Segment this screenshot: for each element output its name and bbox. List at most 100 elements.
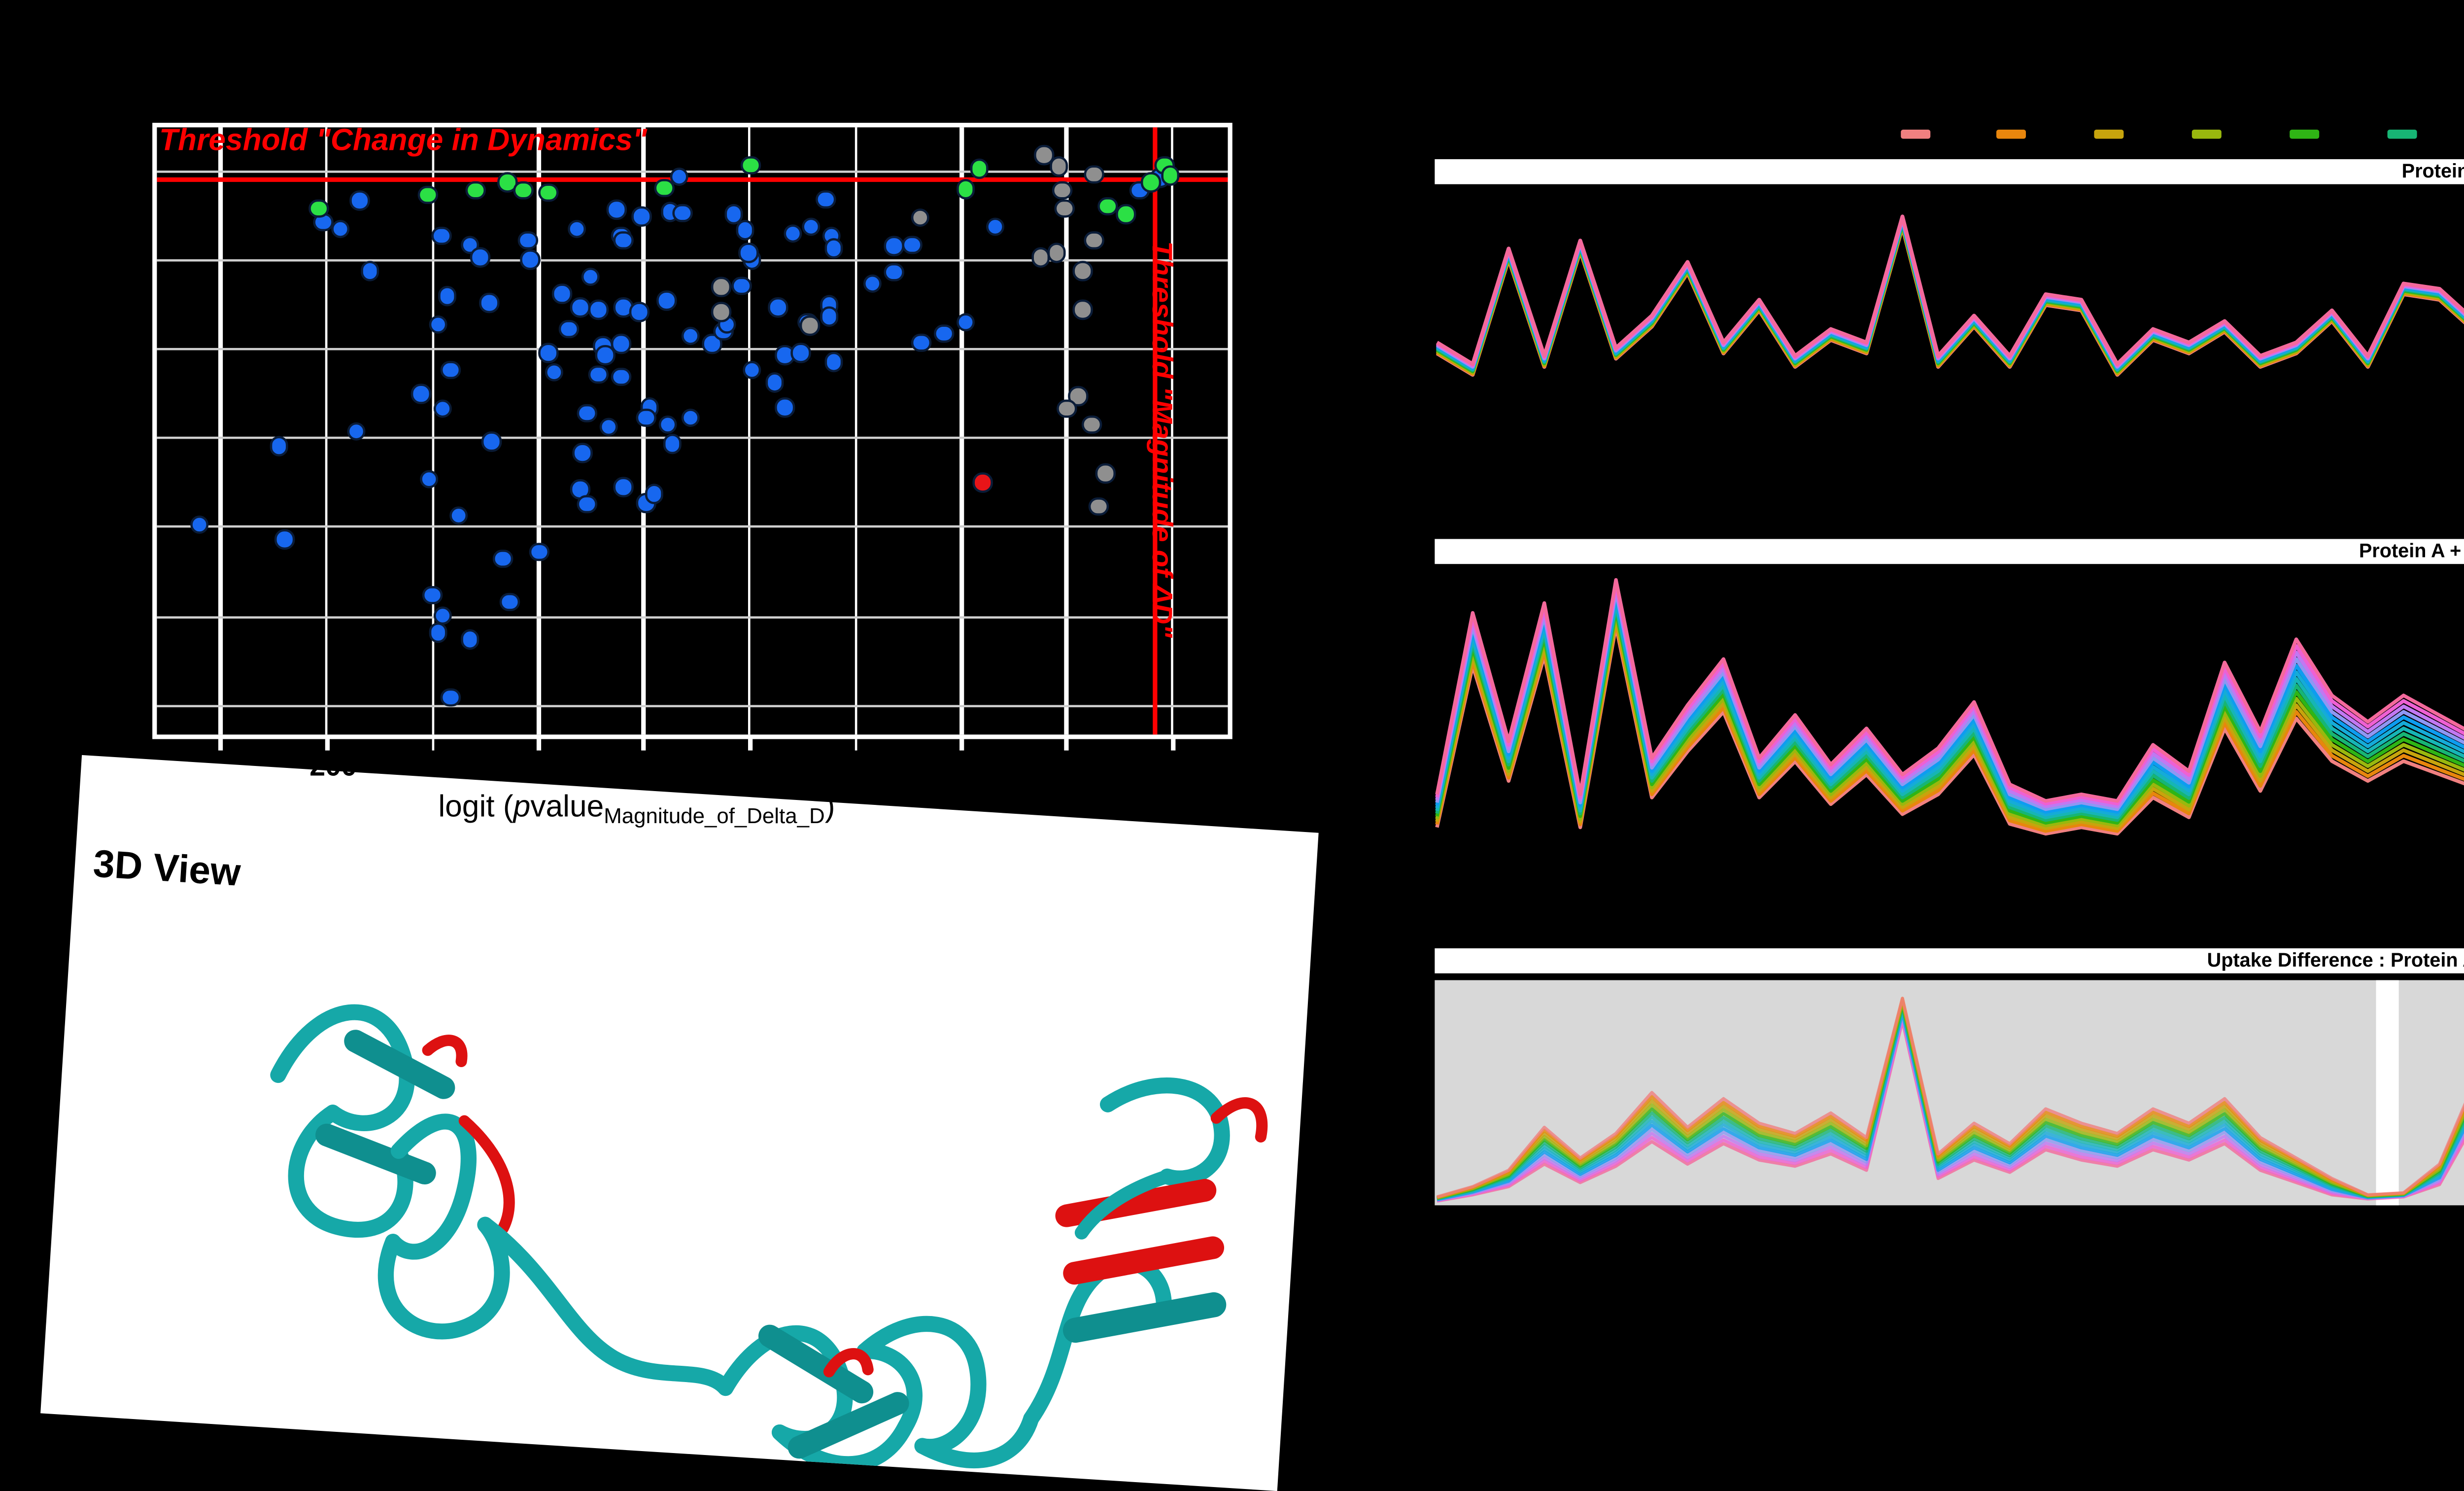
scatter-point[interactable] <box>275 529 295 550</box>
scatter-point[interactable] <box>657 414 678 434</box>
scatter-point[interactable] <box>1095 464 1116 484</box>
scatter-point[interactable] <box>441 360 461 380</box>
scatter-point[interactable] <box>1098 196 1118 216</box>
scatter-point[interactable] <box>581 267 601 287</box>
scatter-point[interactable] <box>432 226 452 246</box>
uptake-chart-protein-a[interactable] <box>1434 179 2464 539</box>
scatter-point[interactable] <box>513 180 533 201</box>
scatter-point[interactable] <box>644 484 664 504</box>
scatter-point[interactable] <box>520 250 541 270</box>
scatter-point[interactable] <box>862 274 882 293</box>
scatter-point[interactable] <box>1116 204 1136 224</box>
volcano-plot[interactable] <box>151 123 1232 739</box>
legend-swatch[interactable] <box>2386 128 2416 139</box>
scatter-point[interactable] <box>539 182 559 202</box>
scatter-point[interactable] <box>724 204 744 224</box>
scatter-point[interactable] <box>1084 230 1104 250</box>
scatter-point[interactable] <box>632 206 652 226</box>
scatter-point[interactable] <box>480 293 500 313</box>
scatter-point[interactable] <box>816 189 836 209</box>
scatter-point[interactable] <box>820 306 839 326</box>
scatter-point[interactable] <box>884 262 904 282</box>
scatter-point[interactable] <box>599 416 619 437</box>
scatter-point[interactable] <box>680 326 700 346</box>
3d-view-panel[interactable]: 3D View <box>40 755 1319 1491</box>
scatter-point[interactable] <box>1046 243 1066 263</box>
scatter-point[interactable] <box>911 332 931 352</box>
scatter-point[interactable] <box>790 343 811 363</box>
scatter-point[interactable] <box>1160 165 1180 185</box>
scatter-point[interactable] <box>529 542 549 562</box>
scatter-point[interactable] <box>482 432 502 452</box>
scatter-point[interactable] <box>606 200 626 220</box>
scatter-point[interactable] <box>934 323 954 343</box>
scatter-point[interactable] <box>578 403 597 423</box>
scatter-point[interactable] <box>437 287 457 307</box>
scatter-point[interactable] <box>573 443 593 463</box>
scatter-point[interactable] <box>449 505 469 525</box>
scatter-point[interactable] <box>956 178 975 199</box>
scatter-point[interactable] <box>419 469 439 489</box>
scatter-point[interactable] <box>459 630 479 650</box>
scatter-point[interactable] <box>1052 180 1072 201</box>
scatter-point[interactable] <box>578 494 597 515</box>
legend-swatch[interactable] <box>1899 128 1929 139</box>
scatter-point[interactable] <box>969 159 989 179</box>
scatter-point[interactable] <box>423 586 443 605</box>
scatter-point[interactable] <box>741 155 761 175</box>
scatter-point[interactable] <box>903 235 923 254</box>
scatter-point[interactable] <box>1073 300 1093 319</box>
scatter-point[interactable] <box>1084 164 1104 184</box>
scatter-point[interactable] <box>711 277 731 297</box>
scatter-point[interactable] <box>614 230 634 250</box>
scatter-point[interactable] <box>654 178 675 198</box>
scatter-point[interactable] <box>1057 399 1077 419</box>
scatter-point[interactable] <box>500 592 520 612</box>
scatter-point[interactable] <box>428 623 448 643</box>
scatter-point[interactable] <box>346 421 366 441</box>
scatter-point[interactable] <box>349 190 369 210</box>
uptake-chart-protein-a-ligand[interactable] <box>1434 564 2464 946</box>
legend-swatch[interactable] <box>2289 128 2319 139</box>
scatter-point[interactable] <box>636 408 656 428</box>
scatter-point[interactable] <box>765 373 785 393</box>
scatter-point[interactable] <box>588 300 608 319</box>
scatter-point[interactable] <box>742 360 762 380</box>
scatter-point[interactable] <box>433 399 453 419</box>
scatter-point[interactable] <box>1054 199 1074 219</box>
scatter-point[interactable] <box>768 297 788 317</box>
scatter-point[interactable] <box>190 515 209 534</box>
scatter-point[interactable] <box>466 180 486 200</box>
scatter-point[interactable] <box>411 384 431 404</box>
scatter-point[interactable] <box>518 230 539 250</box>
scatter-point[interactable] <box>567 219 586 240</box>
scatter-point[interactable] <box>539 343 559 363</box>
scatter-point[interactable] <box>360 261 380 281</box>
scatter-point[interactable] <box>985 217 1005 237</box>
scatter-point[interactable] <box>493 549 513 569</box>
uptake-difference-chart[interactable] <box>1434 980 2464 1208</box>
scatter-point[interactable] <box>588 364 608 384</box>
scatter-point[interactable] <box>1141 173 1161 193</box>
scatter-point[interactable] <box>559 319 579 339</box>
scatter-point[interactable] <box>775 397 795 417</box>
scatter-point[interactable] <box>544 363 564 382</box>
scatter-point[interactable] <box>956 312 975 332</box>
scatter-point[interactable] <box>801 217 821 237</box>
scatter-point[interactable] <box>735 220 755 241</box>
scatter-point[interactable] <box>1072 261 1092 280</box>
scatter-point[interactable] <box>551 284 572 304</box>
scatter-point[interactable] <box>470 247 490 267</box>
scatter-point[interactable] <box>614 478 634 497</box>
legend-swatch[interactable] <box>2094 128 2124 139</box>
legend-swatch[interactable] <box>1997 128 2027 139</box>
scatter-point[interactable] <box>823 239 844 259</box>
scatter-point[interactable] <box>308 199 329 219</box>
scatter-point[interactable] <box>1088 497 1108 517</box>
scatter-point[interactable] <box>823 352 844 372</box>
scatter-point[interactable] <box>330 219 350 240</box>
scatter-point[interactable] <box>656 291 677 311</box>
scatter-point[interactable] <box>885 236 905 256</box>
scatter-point[interactable] <box>731 276 752 296</box>
scatter-point[interactable] <box>611 334 630 354</box>
